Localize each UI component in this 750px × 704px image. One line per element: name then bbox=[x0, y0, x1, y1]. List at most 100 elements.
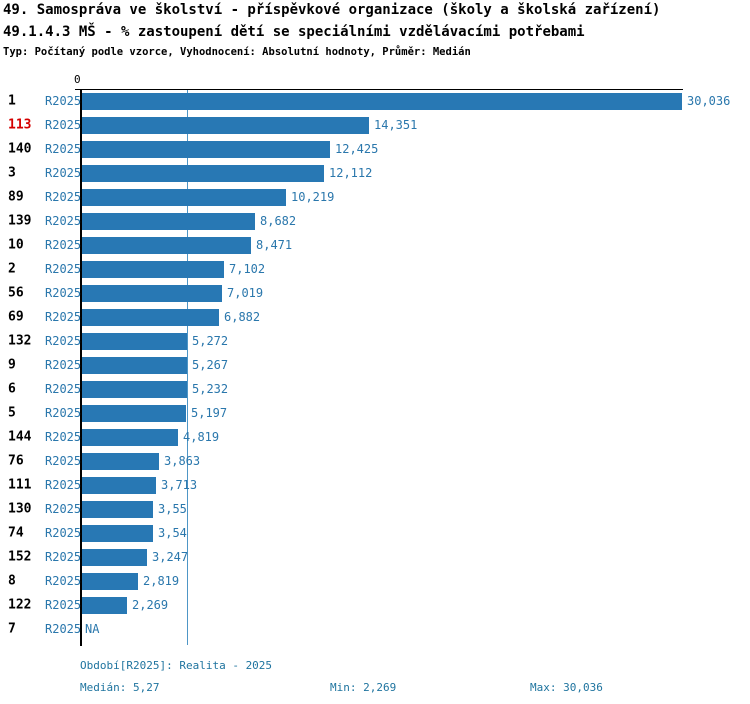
chart-row: 74 R2025 3,54 bbox=[0, 521, 750, 545]
chart-row: 122 R2025 2,269 bbox=[0, 593, 750, 617]
entity-label: 152 bbox=[8, 549, 32, 565]
value-label: 14,351 bbox=[374, 118, 418, 132]
value-label: NA bbox=[85, 622, 100, 636]
period-label: R2025 bbox=[45, 478, 82, 492]
value-label: 5,232 bbox=[192, 382, 229, 396]
value-label: 3,54 bbox=[158, 526, 187, 540]
value-bar[interactable] bbox=[82, 212, 255, 230]
value-label: 3,55 bbox=[158, 502, 187, 516]
value-bar[interactable] bbox=[82, 92, 682, 110]
value-label: 30,036 bbox=[687, 94, 731, 108]
chart-row: 113 R2025 14,351 bbox=[0, 113, 750, 137]
entity-label: 132 bbox=[8, 333, 32, 349]
period-label: R2025 bbox=[45, 502, 82, 516]
entity-label: 1 bbox=[8, 93, 16, 109]
period-label: R2025 bbox=[45, 334, 82, 348]
entity-label: 74 bbox=[8, 525, 24, 541]
chart-row: 9 R2025 5,267 bbox=[0, 353, 750, 377]
entity-label: 56 bbox=[8, 285, 24, 301]
value-label: 4,819 bbox=[183, 430, 220, 444]
median-gridline bbox=[187, 90, 188, 645]
value-bar[interactable] bbox=[82, 428, 178, 446]
entity-label: 111 bbox=[8, 477, 32, 493]
chart-row: 139 R2025 8,682 bbox=[0, 209, 750, 233]
chart-row: 1 R2025 30,036 bbox=[0, 89, 750, 113]
period-label: R2025 bbox=[45, 238, 82, 252]
value-label: 5,272 bbox=[192, 334, 229, 348]
chart-row: 152 R2025 3,247 bbox=[0, 545, 750, 569]
chart-row: 3 R2025 12,112 bbox=[0, 161, 750, 185]
value-label: 8,471 bbox=[256, 238, 293, 252]
value-bar[interactable] bbox=[82, 140, 330, 158]
entity-label: 89 bbox=[8, 189, 24, 205]
entity-label: 76 bbox=[8, 453, 24, 469]
value-bar[interactable] bbox=[82, 164, 324, 182]
chart-row: 89 R2025 10,219 bbox=[0, 185, 750, 209]
period-label: R2025 bbox=[45, 310, 82, 324]
entity-label: 2 bbox=[8, 261, 16, 277]
chart-row: 7 R2025 NA bbox=[0, 617, 750, 641]
entity-label: 139 bbox=[8, 213, 32, 229]
chart-row: 130 R2025 3,55 bbox=[0, 497, 750, 521]
value-bar[interactable] bbox=[82, 476, 156, 494]
period-label: R2025 bbox=[45, 550, 82, 564]
value-label: 5,267 bbox=[192, 358, 229, 372]
value-label: 2,819 bbox=[143, 574, 180, 588]
plot-top-border bbox=[75, 89, 683, 90]
value-bar[interactable] bbox=[82, 500, 153, 518]
value-bar[interactable] bbox=[82, 524, 153, 542]
footer-min: Min: 2,269 bbox=[330, 681, 397, 694]
value-bar[interactable] bbox=[82, 236, 251, 254]
value-bar[interactable] bbox=[82, 308, 219, 326]
value-bar[interactable] bbox=[82, 596, 127, 614]
value-label: 12,425 bbox=[335, 142, 379, 156]
period-label: R2025 bbox=[45, 382, 82, 396]
value-bar[interactable] bbox=[82, 356, 187, 374]
chart-row: 140 R2025 12,425 bbox=[0, 137, 750, 161]
value-bar[interactable] bbox=[82, 188, 286, 206]
value-bar[interactable] bbox=[82, 260, 224, 278]
chart-row: 69 R2025 6,882 bbox=[0, 305, 750, 329]
entity-label: 69 bbox=[8, 309, 24, 325]
period-label: R2025 bbox=[45, 94, 82, 108]
period-label: R2025 bbox=[45, 190, 82, 204]
entity-label: 9 bbox=[8, 357, 16, 373]
value-label: 10,219 bbox=[291, 190, 335, 204]
value-label: 3,713 bbox=[161, 478, 198, 492]
value-label: 5,197 bbox=[191, 406, 228, 420]
chart-row: 6 R2025 5,232 bbox=[0, 377, 750, 401]
y-axis-line bbox=[80, 89, 82, 646]
chart-row: 132 R2025 5,272 bbox=[0, 329, 750, 353]
value-label: 6,882 bbox=[224, 310, 261, 324]
value-bar[interactable] bbox=[82, 116, 369, 134]
period-label: R2025 bbox=[45, 406, 82, 420]
value-bar[interactable] bbox=[82, 548, 147, 566]
value-bar[interactable] bbox=[82, 284, 222, 302]
value-bar[interactable] bbox=[82, 404, 186, 422]
period-label: R2025 bbox=[45, 598, 82, 612]
entity-label: 5 bbox=[8, 405, 16, 421]
value-label: 12,112 bbox=[329, 166, 373, 180]
period-label: R2025 bbox=[45, 526, 82, 540]
chart-row: 76 R2025 3,863 bbox=[0, 449, 750, 473]
value-label: 7,019 bbox=[227, 286, 264, 300]
entity-label: 144 bbox=[8, 429, 32, 445]
chart-row: 5 R2025 5,197 bbox=[0, 401, 750, 425]
entity-label: 140 bbox=[8, 141, 32, 157]
value-bar[interactable] bbox=[82, 380, 187, 398]
value-bar[interactable] bbox=[82, 332, 187, 350]
chart-row: 10 R2025 8,471 bbox=[0, 233, 750, 257]
period-label: R2025 bbox=[45, 166, 82, 180]
footer-median: Medián: 5,27 bbox=[80, 681, 160, 694]
value-bar[interactable] bbox=[82, 452, 159, 470]
chart-row: 2 R2025 7,102 bbox=[0, 257, 750, 281]
page-title: 49. Samospráva ve školství - příspěvkové… bbox=[3, 2, 661, 18]
period-label: R2025 bbox=[45, 430, 82, 444]
chart-row: 8 R2025 2,819 bbox=[0, 569, 750, 593]
footer-max: Max: 30,036 bbox=[530, 681, 603, 694]
period-label: R2025 bbox=[45, 262, 82, 276]
value-label: 3,247 bbox=[152, 550, 189, 564]
value-bar[interactable] bbox=[82, 572, 138, 590]
entity-label: 122 bbox=[8, 597, 32, 613]
